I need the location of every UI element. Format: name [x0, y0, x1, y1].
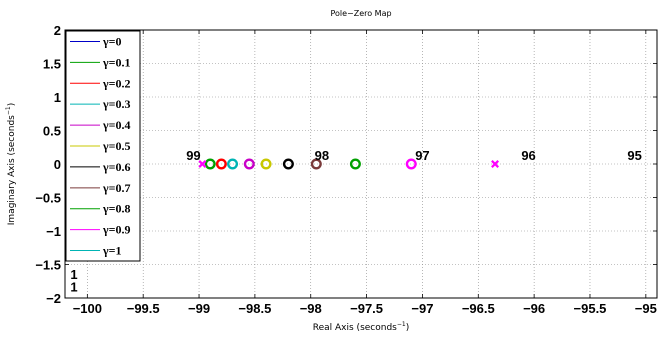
x-tick-label: −95	[635, 301, 657, 316]
y-tick-label: −0.5	[35, 191, 61, 206]
y-tick-label: 0.5	[43, 124, 61, 139]
zero-marker	[260, 158, 272, 170]
y-tick-label: −2	[46, 291, 61, 306]
x-tick-label: −95.5	[574, 301, 607, 316]
y-tick-label: −1	[46, 224, 61, 239]
x-tick-label: −98	[300, 301, 322, 316]
zero-marker	[349, 158, 361, 170]
chart-title: Pole−Zero Map	[330, 9, 391, 18]
y-tick-label: 1	[54, 90, 61, 105]
pole-marker	[491, 160, 500, 168]
y-axis-ticks: 2 1.5 1 0.5 0 −0.5 −1 −1.5 −2	[35, 23, 657, 306]
x-tick-label: −100	[73, 301, 102, 316]
legend-entry-label: γ=0.2	[102, 76, 130, 90]
legend-entry-label: γ=0.7	[102, 181, 130, 195]
gain-annotation: 95	[627, 148, 641, 163]
gain-annotation: 99	[186, 148, 200, 163]
gain-annotation: 96	[521, 148, 535, 163]
zero-marker	[204, 158, 216, 170]
annotations: 99 98 97 96 95 11	[70, 148, 642, 294]
x-axis-unit-exponent: −1	[397, 321, 406, 328]
y-tick-label: 0	[54, 157, 61, 172]
legend-entry-label: γ=0.1	[102, 55, 130, 69]
zero-marker	[405, 158, 417, 170]
x-tick-label: −96.5	[462, 301, 495, 316]
x-axis-ticks: −100 −99.5 −99 −98.5 −98 −97.5 −97 −96.5 −96 −95.…	[73, 30, 657, 316]
pole-marker-stroke	[491, 160, 500, 168]
pole-marker-stroke	[198, 160, 207, 168]
y-tick-label: 2	[54, 23, 61, 38]
legend-entry-label: γ=0.3	[102, 97, 130, 111]
svg-text:Real Axis (seconds−1): Real Axis (seconds−1)	[313, 321, 409, 333]
zero-marker	[282, 158, 294, 170]
x-tick-label: −99	[188, 301, 210, 316]
x-tick-label: −99.5	[127, 301, 160, 316]
x-tick-label: −96	[523, 301, 545, 316]
gain-annotation: 1	[70, 279, 77, 294]
x-tick-label: −98.5	[238, 301, 271, 316]
zero-marker	[215, 158, 227, 170]
zero-marker	[243, 158, 255, 170]
plot-frame	[64, 29, 658, 299]
x-axis-label-text: Real Axis (seconds	[313, 323, 397, 333]
gain-annotation: 97	[415, 148, 429, 163]
y-axis-label-close: )	[7, 103, 17, 107]
legend-entry-label: γ=0.6	[102, 160, 130, 174]
legend-entry-label: γ=0.8	[102, 202, 130, 216]
x-axis-label-close: )	[406, 323, 410, 333]
y-axis-label: Imaginary Axis (seconds−1)	[5, 103, 17, 225]
legend-entry-label: γ=0.5	[102, 139, 130, 153]
pole-zero-marks	[198, 158, 500, 170]
svg-text:Imaginary Axis (seconds−1): Imaginary Axis (seconds−1)	[5, 103, 17, 225]
x-tick-label: −97	[411, 301, 433, 316]
y-axis-unit-exponent: −1	[5, 106, 12, 115]
legend-entry-label: γ=0.9	[102, 223, 130, 237]
grid-layer	[65, 29, 657, 299]
legend: γ=0 γ=0.1 γ=0.2 γ=0.3 γ=0.4 γ=0.5 γ=0.6 γ=0.7 γ=…	[65, 30, 141, 262]
x-tick-label: −97.5	[350, 301, 383, 316]
x-axis-label: Real Axis (seconds−1)	[313, 321, 409, 333]
gain-annotation: 1	[70, 267, 77, 282]
legend-entry-label: γ=1	[102, 244, 121, 258]
zero-marker	[310, 158, 322, 170]
gain-annotation: 98	[315, 148, 329, 163]
legend-entry-label: γ=0	[102, 34, 121, 48]
y-axis-label-text: Imaginary Axis (seconds	[7, 115, 17, 225]
zero-marker	[227, 158, 239, 170]
y-tick-label: 1.5	[43, 57, 61, 72]
pole-marker	[198, 160, 207, 168]
y-tick-label: −1.5	[35, 258, 61, 273]
legend-entry-label: γ=0.4	[102, 118, 130, 132]
